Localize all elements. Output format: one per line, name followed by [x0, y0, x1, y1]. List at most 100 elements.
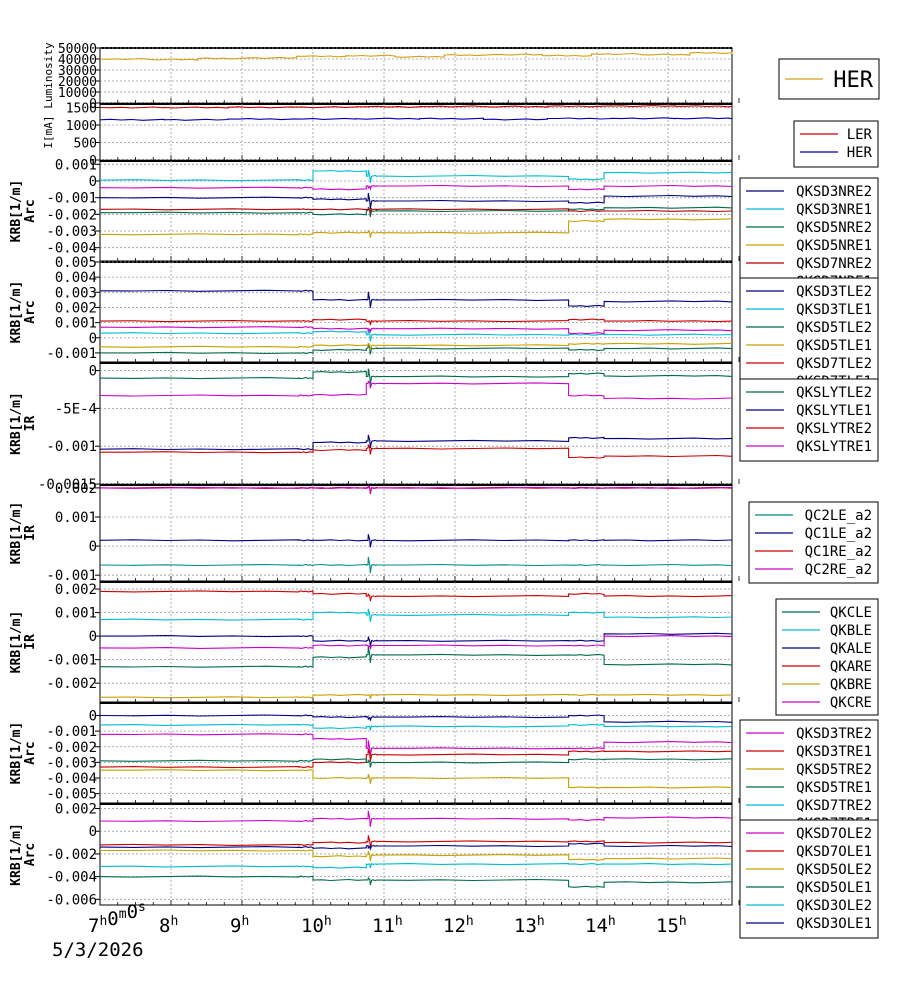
legend-label: QKSLYTRE2 [796, 421, 872, 437]
y-tick-label: 0.002 [55, 582, 97, 598]
y-tick-label: 1000 [66, 119, 97, 134]
series-line-qksd7tre2 [99, 723, 733, 731]
legend-label: QKSD3NRE1 [796, 202, 872, 218]
series-line-qc2re_a2 [99, 484, 733, 494]
legend-label: QKSLYTLE1 [796, 403, 872, 419]
legend-label: QKSD7TLE2 [796, 356, 872, 372]
legend-label: QKSD3TLE1 [796, 302, 872, 318]
series-line-qksd5nre1 [99, 218, 733, 238]
y-tick-label: -0.003 [46, 755, 97, 771]
series-line-qksd5tle1 [99, 342, 733, 351]
y-tick-label: -0.001 [46, 724, 97, 740]
legend-label: QKSD3TLE2 [796, 284, 872, 300]
y-tick-label: 0.001 [55, 606, 97, 622]
y-tick-label: 50000 [58, 42, 97, 57]
y-tick-label: 0.002 [55, 802, 97, 818]
series-line-ler [99, 105, 733, 109]
y-axis-label: IR [23, 416, 38, 432]
panel-frame [99, 103, 733, 161]
legend-label: QC2LE_a2 [805, 508, 872, 524]
y-tick-label: 0.001 [55, 157, 97, 173]
y-tick-label: 20000 [58, 75, 97, 90]
legend-label: QKSLYTRE1 [796, 439, 872, 455]
y-tick-label: -0.004 [46, 870, 97, 886]
y-axis-label: Arc [23, 300, 38, 323]
legend-label: QKSD5NRE2 [796, 220, 872, 236]
y-axis-label: Arc [23, 199, 38, 222]
legend-label: QKCLE [830, 605, 872, 621]
series-line-qkslytre2 [100, 444, 733, 459]
y-tick-label: 0.001 [55, 316, 97, 332]
y-tick-label: -0.001 [46, 568, 97, 584]
legend-box [739, 177, 879, 295]
series-line-qc2le_a2 [99, 556, 733, 574]
series-line-qkslytle2 [99, 368, 733, 385]
series-line-qkcre [99, 635, 733, 651]
legend-label: LER [847, 127, 873, 143]
legend-box [739, 819, 879, 939]
legend-label: QKBRE [830, 677, 872, 693]
y-tick-label: 0 [89, 331, 97, 347]
y-tick-label: 10000 [58, 86, 97, 101]
y-axis-label: KRB[1/m] [9, 823, 24, 886]
legend-label: QKSD7OLE1 [796, 844, 872, 860]
series-line-qksd3tle2 [99, 289, 733, 308]
legend-label: HER [847, 145, 873, 161]
x-tick-label: 13h [514, 914, 545, 937]
y-axis-label: IR [23, 634, 38, 650]
y-tick-label: 0.002 [55, 481, 97, 497]
series-line-qksd5tle2 [100, 344, 733, 355]
legend-label: QKSD5OLE2 [796, 862, 872, 878]
y-tick-label: 0 [89, 539, 97, 555]
legend-label: QKSD7NRE2 [796, 256, 872, 272]
y-tick-label: 0.005 [55, 255, 97, 271]
series-line-qkcle [99, 646, 733, 668]
y-axis-label: I[mA] [42, 115, 55, 148]
legend-label: QKSD3OLE2 [796, 898, 872, 914]
y-axis-label: KRB[1/m] [9, 611, 24, 674]
legend-label: QKSD5TLE1 [796, 338, 872, 354]
chart-panel-2: 0 500 1000 1500 I[mA] LER HER [42, 102, 879, 169]
y-tick-label: -0.001 [46, 653, 97, 669]
legend-label: QKSLYTLE2 [796, 385, 872, 401]
legend-label: QKCRE [830, 695, 872, 711]
y-tick-label: -0.002 [46, 847, 97, 863]
legend-label: QKBLE [830, 623, 872, 639]
y-tick-label: 1500 [66, 102, 97, 117]
legend-label: QKSD3NRE2 [796, 184, 872, 200]
y-tick-label: 0 [89, 709, 97, 725]
legend-box [775, 598, 879, 716]
y-tick-label: -0.002 [46, 207, 97, 223]
y-axis-label: IR [23, 525, 38, 541]
y-tick-label: -0.004 [46, 241, 97, 257]
series-line-qksd7tle1 [99, 326, 733, 335]
series-line-qksd3tre2 [99, 733, 733, 757]
series-line-qksd7tle2 [99, 318, 733, 326]
series-line-qksd7nre1 [99, 184, 733, 191]
legend-box [739, 719, 879, 837]
legend-box [793, 120, 879, 168]
y-tick-label: 0 [89, 97, 97, 112]
legend-label: QKSD5TRE2 [796, 762, 872, 778]
legend-label: QKSD3TRE2 [796, 726, 872, 742]
date-label-text: 5/3/2026 [52, 939, 144, 961]
x-tick-label: 15h [656, 914, 687, 937]
series-line-her [99, 117, 733, 121]
legend-label: QKSD7OLE2 [796, 826, 872, 842]
legend-label: QKSD5NRE1 [796, 238, 872, 254]
series-line-qksd3ole2 [99, 862, 733, 869]
panel-frame [99, 702, 733, 804]
legend-label: QC1RE_a2 [805, 544, 872, 560]
x-tick-label: 7h0m0s [88, 900, 146, 937]
legend-label: QC2RE_a2 [805, 562, 872, 578]
y-tick-label: -0.003 [46, 224, 97, 240]
x-tick-label: 12h [443, 914, 474, 937]
y-tick-label: 40000 [58, 53, 97, 68]
chart-panel-6: 0.002 0.001 0 -0.001 KRB[1/m] IR QC2LE_a2 QC1LE… [9, 481, 879, 584]
x-tick-label: 9h [230, 914, 249, 937]
series-line-qkslytre1 [99, 380, 733, 400]
chart-panel-4: 0.0050.0040.0030.0020.0010-0.001KRB[1/m]… [9, 255, 879, 395]
